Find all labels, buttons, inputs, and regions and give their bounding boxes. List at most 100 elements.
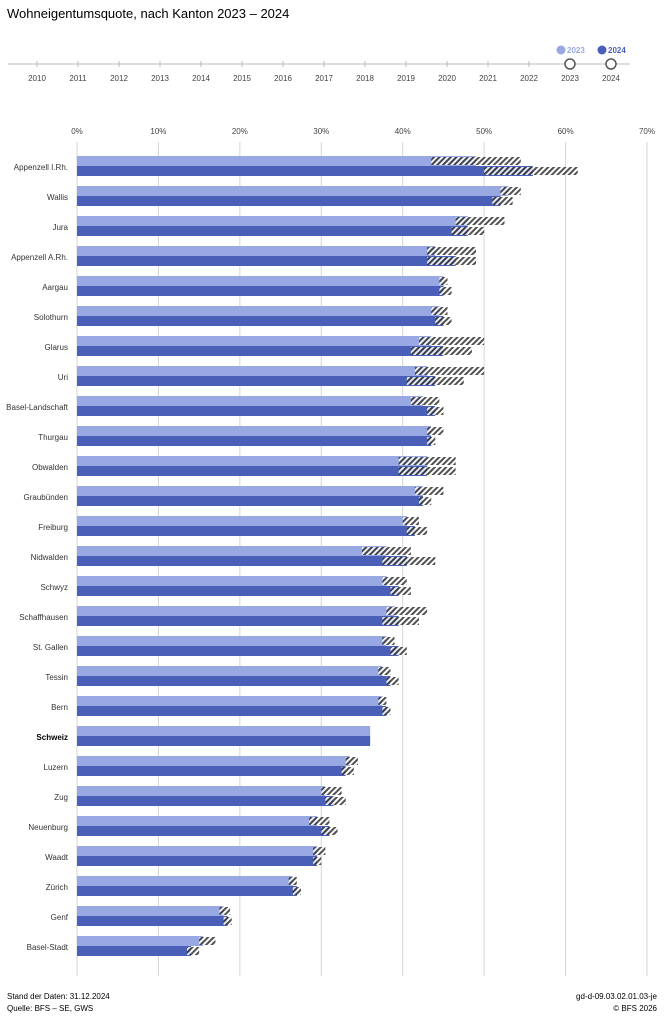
bar-2023[interactable] [77, 186, 509, 196]
bar-2023[interactable] [77, 546, 387, 556]
bar-2023[interactable] [77, 786, 326, 796]
category-label: Nidwalden [31, 553, 68, 562]
bar-2023[interactable] [77, 666, 383, 676]
bar-2024[interactable] [77, 226, 468, 236]
bar-2024[interactable] [77, 796, 334, 806]
confidence-interval-2024 [325, 797, 346, 805]
category-label: Zürich [46, 883, 68, 892]
category-label: St. Gallen [33, 643, 68, 652]
bar-2023[interactable] [77, 756, 350, 766]
bar-2024[interactable] [77, 826, 330, 836]
bar-2024[interactable] [77, 496, 424, 506]
bar-2023[interactable] [77, 846, 318, 856]
bar-2023[interactable] [77, 366, 428, 376]
bar-2023[interactable] [77, 246, 436, 256]
timeline-year-label[interactable]: 2019 [397, 74, 415, 83]
confidence-interval-2023 [431, 157, 521, 165]
chart-code: gd-d-09.03.02.01.03-je [576, 992, 657, 1001]
timeline-year-label[interactable]: 2018 [356, 74, 374, 83]
bar-2023[interactable] [77, 306, 440, 316]
timeline-year-label[interactable]: 2024 [602, 74, 620, 83]
copyright: © BFS 2026 [613, 1004, 657, 1013]
bar-2023[interactable] [77, 156, 476, 166]
bar-2024[interactable] [77, 646, 399, 656]
timeline-year-label[interactable]: 2011 [69, 74, 87, 83]
confidence-interval-2024 [427, 257, 476, 265]
timeline-handle-2024[interactable] [605, 58, 617, 70]
confidence-interval-2024 [382, 707, 391, 715]
confidence-interval-2023 [414, 487, 444, 495]
category-label: Luzern [44, 763, 68, 772]
year-timeline[interactable]: 2010 2011 2012 2013 2014 2015 2016 2017 2018 2019… [0, 40, 664, 90]
x-tick-label: 40% [395, 127, 411, 136]
bar-2023[interactable] [77, 216, 468, 226]
legend-dot-2024 [597, 45, 607, 55]
bar-2023[interactable] [77, 906, 224, 916]
bar-2024[interactable] [77, 856, 318, 866]
timeline-year-label[interactable]: 2023 [561, 74, 579, 83]
bar-2024[interactable] [77, 196, 501, 206]
bar-2023[interactable] [77, 426, 432, 436]
bar-2024[interactable] [77, 376, 436, 386]
category-label: Jura [52, 223, 68, 232]
bar-2024[interactable] [77, 286, 444, 296]
bar-2023[interactable] [77, 336, 432, 346]
timeline-year-label[interactable]: 2016 [274, 74, 292, 83]
bar-2023[interactable] [77, 486, 424, 496]
bar-2023[interactable] [77, 606, 395, 616]
bar-2024[interactable] [77, 736, 371, 746]
confidence-interval-2024 [223, 917, 232, 925]
timeline-year-label[interactable]: 2022 [520, 74, 538, 83]
bar-2023[interactable] [77, 876, 293, 886]
timeline-year-label[interactable]: 2017 [315, 74, 333, 83]
bar-2024[interactable] [77, 586, 399, 596]
legend-label-2024: 2024 [608, 46, 626, 55]
bar-2024[interactable] [77, 706, 387, 716]
bar-2023[interactable] [77, 696, 383, 706]
bar-2024[interactable] [77, 256, 456, 266]
bar-2024[interactable] [77, 466, 428, 476]
bar-2024[interactable] [77, 316, 444, 326]
bar-2024[interactable] [77, 406, 436, 416]
bar-2023[interactable] [77, 816, 318, 826]
confidence-interval-2024 [427, 437, 436, 445]
bar-2024[interactable] [77, 556, 407, 566]
x-tick-label: 0% [71, 127, 83, 136]
bar-2024[interactable] [77, 526, 415, 536]
timeline-year-label[interactable]: 2015 [233, 74, 251, 83]
bar-2023[interactable] [77, 456, 428, 466]
bar-2023[interactable] [77, 936, 204, 946]
category-label: Obwalden [32, 463, 68, 472]
bar-2023[interactable] [77, 576, 387, 586]
bar-2023[interactable] [77, 396, 424, 406]
bar-2024[interactable] [77, 616, 399, 626]
timeline-handle-2023[interactable] [564, 58, 576, 70]
timeline-year-label[interactable]: 2012 [110, 74, 128, 83]
timeline-year-label[interactable]: 2010 [28, 74, 46, 83]
bar-2024[interactable] [77, 886, 297, 896]
confidence-interval-2024 [406, 527, 428, 535]
timeline-year-label[interactable]: 2021 [479, 74, 497, 83]
bar-2023[interactable] [77, 636, 387, 646]
timeline-year-label[interactable]: 2013 [151, 74, 169, 83]
confidence-interval-2024 [186, 947, 200, 955]
confidence-interval-2024 [398, 467, 456, 475]
bar-2024[interactable] [77, 916, 228, 926]
timeline-year-label[interactable]: 2014 [192, 74, 210, 83]
bar-2024[interactable] [77, 946, 191, 956]
confidence-interval-2024 [292, 887, 301, 895]
category-label: Thurgau [38, 433, 68, 442]
bar-2024[interactable] [77, 766, 346, 776]
bar-2023[interactable] [77, 276, 444, 286]
x-tick-label: 50% [476, 127, 492, 136]
bar-2023[interactable] [77, 516, 407, 526]
confidence-interval-2023 [500, 187, 521, 195]
bar-2024[interactable] [77, 166, 533, 176]
bar-2024[interactable] [77, 436, 432, 446]
confidence-interval-2023 [288, 877, 297, 885]
category-label: Schaffhausen [19, 613, 68, 622]
bar-2023[interactable] [77, 726, 371, 736]
bar-2024[interactable] [77, 676, 391, 686]
timeline-year-label[interactable]: 2020 [438, 74, 456, 83]
bar-2024[interactable] [77, 346, 444, 356]
